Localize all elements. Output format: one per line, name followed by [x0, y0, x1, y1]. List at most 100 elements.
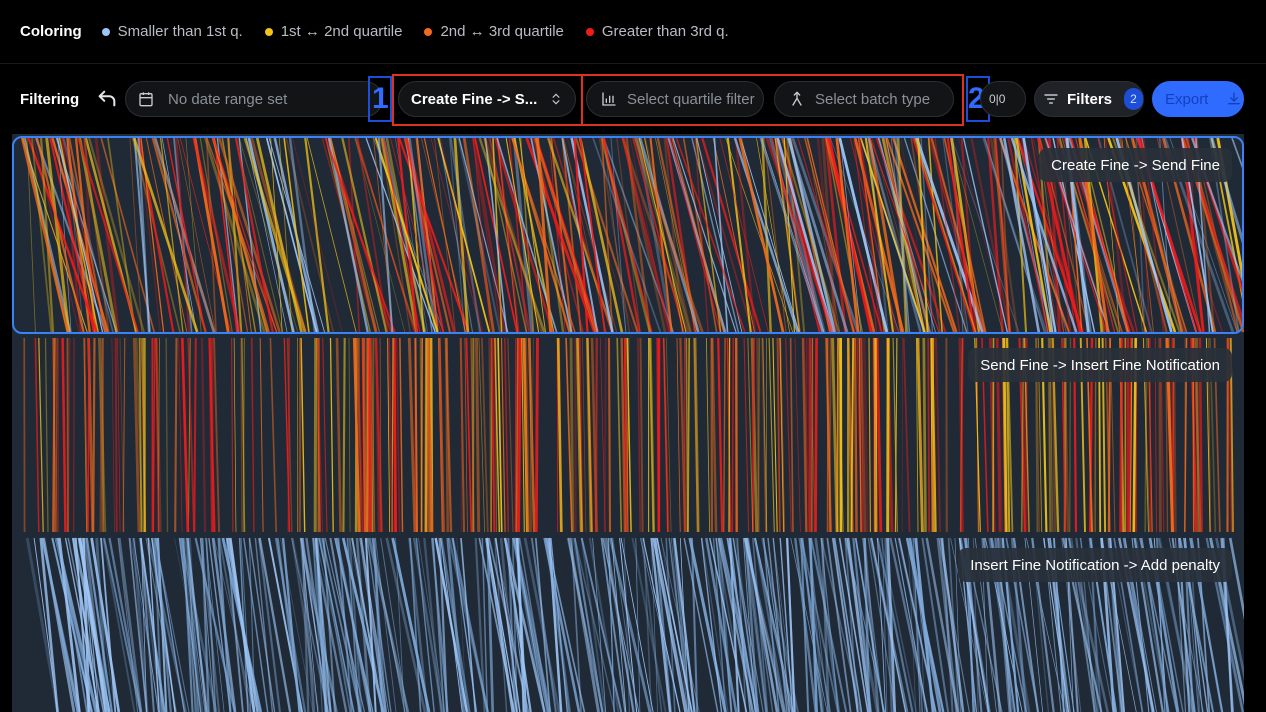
trace-line	[438, 337, 445, 533]
trace-line	[782, 137, 822, 333]
trace-line	[715, 537, 733, 712]
segment-band-3[interactable]	[25, 537, 1244, 712]
bar-chart-icon	[602, 92, 616, 106]
trace-line	[147, 537, 187, 712]
trace-line	[328, 137, 378, 333]
trace-line	[99, 337, 104, 533]
trace-line	[348, 337, 351, 533]
trace-line	[366, 537, 392, 712]
trace-line	[768, 337, 775, 533]
trace-line	[734, 137, 757, 333]
trace-line	[405, 137, 456, 333]
trace-line	[733, 137, 799, 333]
trace-line	[886, 337, 890, 533]
trace-line	[475, 337, 481, 533]
trace-line	[129, 137, 143, 333]
trace-line	[78, 137, 118, 333]
trace-line	[490, 337, 496, 533]
trace-line	[387, 337, 394, 533]
trace-line	[609, 537, 652, 712]
trace-line	[695, 137, 754, 333]
trace-line	[763, 537, 790, 712]
trace-line	[743, 337, 750, 533]
trace-line	[177, 137, 216, 333]
trace-line	[631, 537, 667, 712]
trace-line	[917, 137, 929, 333]
trace-line	[859, 337, 867, 533]
trace-line	[886, 537, 897, 712]
trace-line	[132, 337, 141, 533]
trace-line	[522, 337, 529, 533]
trace-line	[656, 337, 660, 533]
trace-line	[465, 337, 473, 533]
trace-line	[820, 537, 839, 712]
trace-line	[665, 337, 672, 533]
trace-line	[154, 537, 190, 712]
undo-icon[interactable]	[96, 88, 118, 110]
trace-line	[359, 537, 388, 712]
trace-line	[959, 337, 963, 533]
trace-line	[374, 137, 439, 333]
trace-line	[825, 137, 863, 333]
trace-line	[270, 137, 283, 333]
trace-line	[30, 137, 53, 333]
truncated-control-label: 0|0	[989, 92, 1006, 106]
batch-type-select[interactable]: Select batch type	[774, 81, 954, 117]
trace-line	[437, 137, 491, 333]
legend-label: Smaller than 1st q.	[117, 23, 243, 40]
trace-line	[147, 537, 160, 712]
trace-line	[155, 537, 172, 712]
trace-line	[774, 137, 800, 333]
trace-line	[462, 137, 495, 333]
trace-line	[365, 337, 370, 533]
date-range-picker[interactable]: No date range set	[125, 81, 383, 117]
trace-line	[607, 337, 612, 533]
trace-line	[650, 537, 658, 712]
trace-line	[670, 537, 688, 712]
trace-line	[853, 337, 858, 533]
trace-line	[407, 337, 417, 533]
trace-line	[300, 337, 306, 533]
trace-line	[511, 137, 571, 333]
trace-line	[728, 337, 731, 533]
trace-line	[563, 137, 607, 333]
filters-button[interactable]: Filters 2	[1034, 81, 1144, 117]
trace-line	[578, 137, 624, 333]
trace-line	[92, 337, 96, 533]
trace-line	[605, 537, 634, 712]
segment-select[interactable]: Create Fine -> S...	[398, 81, 576, 117]
export-button[interactable]: Export	[1152, 81, 1244, 117]
trace-line	[429, 337, 434, 533]
trace-line	[58, 137, 99, 333]
trace-line	[660, 537, 700, 712]
trace-line	[316, 337, 324, 533]
trace-line	[616, 137, 641, 333]
trace-line	[301, 537, 310, 712]
trace-line	[603, 337, 607, 533]
trace-line	[460, 537, 477, 712]
trace-line	[117, 337, 121, 533]
trace-line	[671, 137, 725, 333]
trace-line	[921, 537, 950, 712]
trace-line	[481, 537, 489, 712]
trace-line	[779, 337, 784, 533]
trace-line	[438, 137, 474, 333]
trace-line	[153, 537, 163, 712]
trace-line	[885, 137, 956, 333]
trace-line	[649, 137, 673, 333]
trace-line	[824, 137, 873, 333]
trace-line	[582, 337, 587, 533]
trace-line	[41, 537, 80, 712]
trace-line	[816, 137, 838, 333]
quartile-filter-select[interactable]: Select quartile filter	[586, 81, 764, 117]
trace-line	[576, 337, 584, 533]
trace-line	[590, 337, 598, 533]
trace-line	[500, 337, 506, 533]
trace-line	[322, 537, 336, 712]
truncated-control[interactable]: 0|0	[980, 81, 1026, 117]
trace-line	[235, 137, 274, 333]
trace-line	[380, 537, 408, 712]
trace-line	[408, 137, 437, 333]
trace-line	[327, 137, 369, 333]
trace-line	[623, 537, 631, 712]
